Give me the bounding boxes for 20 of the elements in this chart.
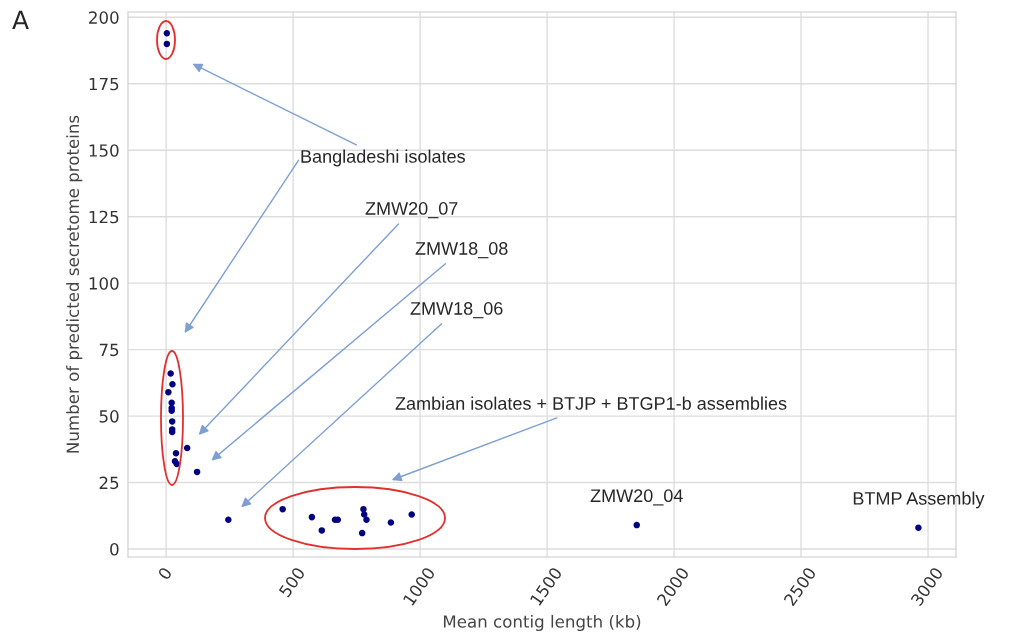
y-tick-label: 75 — [99, 343, 119, 357]
y-tick-label: 125 — [89, 210, 119, 224]
annotation: ZMW18_06 — [410, 302, 503, 319]
text: A — [12, 10, 29, 29]
y-tick-label: 25 — [99, 476, 119, 490]
annotation: Zambian isolates + BTJP + BTGP1-b assemblies — [395, 396, 787, 410]
x-tick-label: 0 — [157, 566, 173, 581]
y-tick-label: 100 — [89, 277, 119, 290]
y-tick-label: 175 — [89, 77, 119, 91]
annotation: Bangladeshi isolates — [301, 149, 465, 167]
y-tick-label: 0 — [110, 542, 119, 556]
annotation: ZMW20_07 — [365, 202, 458, 219]
y-tick-label: 150 — [89, 144, 119, 157]
y-axis-title: Number of predicted secretome proteins — [66, 115, 83, 453]
annotation: BTMP Assembly — [853, 491, 985, 509]
y-tick-label: 50 — [99, 410, 119, 423]
annotation: ZMW18_08 — [415, 242, 508, 259]
y-tick-label: 200 — [89, 11, 119, 24]
annotation: ZMW20_04 — [590, 489, 683, 506]
x-axis-title: Mean contig length (kb) — [443, 614, 641, 632]
